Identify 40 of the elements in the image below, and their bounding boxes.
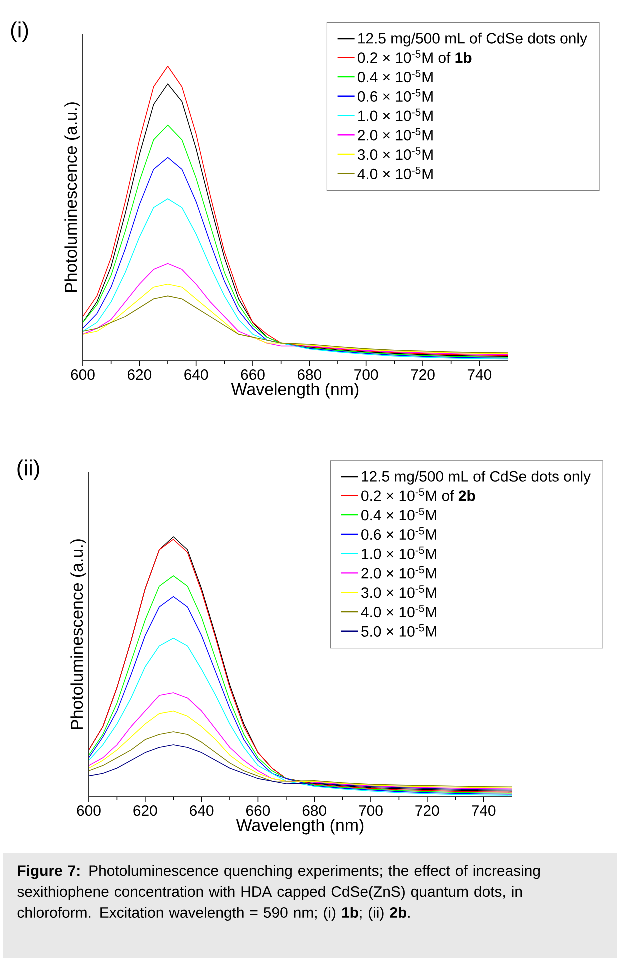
legend-label: 12.5 mg/500 mL of CdSe dots only xyxy=(358,32,588,47)
x-tick-label: 600 xyxy=(71,370,95,380)
legend-label: 1.0 × 10$^{-5}$M xyxy=(362,546,436,560)
x-axis-title: Wavelength (nm) xyxy=(236,818,364,835)
x-tick-label: 660 xyxy=(241,370,265,380)
chart-title: (i) xyxy=(11,22,28,42)
legend-label: 1.0 × 10$^{-5}$M xyxy=(358,108,433,122)
legend-label: 0.6 × 10$^{-5}$M xyxy=(362,528,436,540)
x-tick-label: 620 xyxy=(134,806,158,816)
x-tick-label: 680 xyxy=(302,806,326,816)
legend-label: 0.4 × 10$^{-5}$M xyxy=(358,70,433,83)
legend-label: 2.0 × 10$^{-5}$M xyxy=(362,566,436,579)
legend-label: 2.0 × 10$^{-5}$M xyxy=(358,128,433,141)
x-tick-label: 620 xyxy=(128,370,152,380)
x-axis-title: Wavelength (nm) xyxy=(231,382,359,399)
legend-label: 4.0 × 10$^{-5}$M xyxy=(358,166,433,180)
legend-label: 0.2 × 10$^{-5}$M of 1b xyxy=(358,50,472,64)
text: Figure 7: Photoluminescence quenching experiments; the effect of increasing sexithiophene concentration with HDA capped CdSe(ZnS) quantum dots, in chloroform. Excitation wavelength = 590 nm; (i) 1b; (ii) 2b. xyxy=(18,865,540,921)
legend-label: 12.5 mg/500 mL of CdSe dots only xyxy=(362,470,591,485)
x-tick-label: 680 xyxy=(298,370,322,380)
legend-label: 5.0 × 10$^{-5}$M xyxy=(362,624,436,637)
x-tick-label: 660 xyxy=(246,806,270,816)
chart-title: (ii) xyxy=(18,460,40,480)
x-tick-label: 740 xyxy=(472,806,496,816)
x-tick-label: 720 xyxy=(411,370,435,380)
legend-label: 4.0 × 10$^{-5}$M xyxy=(361,605,436,618)
legend-label: 0.4 × 10$^{-5}$M xyxy=(362,508,436,521)
x-tick-label: 700 xyxy=(354,370,378,380)
x-tick-label: 720 xyxy=(416,806,440,816)
legend-label: 0.6 × 10$^{-5}$M xyxy=(358,89,433,102)
legend-label: 3.0 × 10$^{-5}$M xyxy=(362,586,436,598)
x-tick-label: 600 xyxy=(77,806,101,816)
legend-label: 3.0 × 10$^{-5}$M xyxy=(358,148,433,160)
x-tick-label: 640 xyxy=(190,806,214,816)
y-axis-title: Photoluminescence (a.u.) xyxy=(70,540,86,730)
x-tick-label: 640 xyxy=(184,370,208,380)
y-axis-title: Photoluminescence (a.u.) xyxy=(64,102,80,292)
legend-label: 0.2 × 10$^{-5}$M of 2b xyxy=(362,488,476,502)
x-tick-label: 700 xyxy=(359,806,383,816)
x-tick-label: 740 xyxy=(468,370,492,380)
